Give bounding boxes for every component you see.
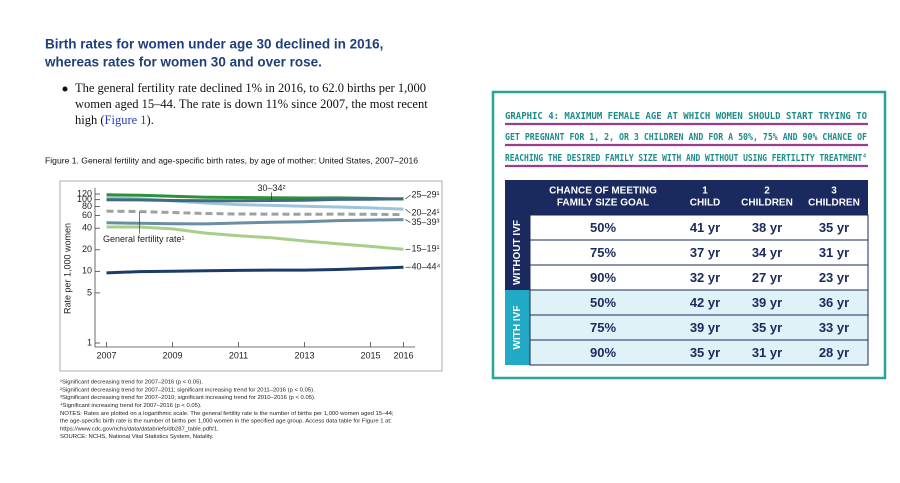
group-cell [505,215,530,290]
table-cell: 50% [590,295,616,310]
table-cell: 42 yr [690,295,720,310]
y-tick-label: 5 [87,287,92,297]
table-cell: 35 yr [690,345,720,360]
table-cell: 39 yr [752,295,782,310]
bullet-text: The general fertility rate declined 1% i… [75,81,426,95]
series-line [106,209,404,217]
table-row [529,214,869,241]
table-row [529,264,869,291]
y-tick-label: 10 [82,266,92,276]
label-leader [405,194,411,200]
graphic-title: GRAPHIC 4: MAXIMUM FEMALE AGE AT WHICH W… [505,111,867,122]
table-row [529,239,869,266]
label-leader [405,219,411,223]
x-tick-label: 2009 [163,350,183,360]
table-row [529,339,869,366]
table-cell: 31 yr [752,345,782,360]
column-header: CHILDREN [741,198,793,209]
x-tick-label: 2016 [393,350,413,360]
bullet-text: women aged 15–44. The rate is down 11% s… [75,97,428,111]
x-tick-label: 2013 [294,350,314,360]
table-cell: 32 yr [690,270,720,285]
table-cell: 35 yr [752,320,782,335]
y-tick-label: 60 [82,210,92,220]
table-row [529,314,869,341]
group-label: WITH IVF [512,306,523,350]
table-cell: 34 yr [752,245,782,260]
footnote: the age-specific birth rate is the numbe… [60,419,392,425]
series-label: 30–34² [257,183,285,193]
series-line [106,225,404,251]
series-line [106,197,404,203]
footnote: ³Significant decreasing trend for 2007–2… [60,395,316,401]
table-cell: 33 yr [819,320,849,335]
footnote: ²Significant decreasing trend for 2007–2… [60,387,315,393]
y-tick-label: 1 [87,337,92,347]
table-cell: 50% [590,220,616,235]
y-tick-label: 80 [82,201,92,211]
table-header [505,180,868,215]
column-header: FAMILY SIZE GOAL [557,198,649,209]
table-cell: 36 yr [819,295,849,310]
y-tick-label: 40 [82,223,92,233]
bullet-text: ). [147,113,154,127]
column-header: CHILDREN [808,198,860,209]
heading: Birth rates for women under age 30 decli… [45,37,383,52]
graphic-title: REACHING THE DESIRED FAMILY SIZE WITH AN… [505,153,867,164]
table-cell: 41 yr [690,220,720,235]
table-cell: 38 yr [752,220,782,235]
y-tick-label: 120 [77,188,92,198]
column-header: CHANCE OF MEETING [549,186,657,197]
table-cell: 35 yr [819,220,849,235]
series-label: 15–19¹ [411,244,439,254]
series-label: 35–39³ [411,217,439,227]
series-label: General fertility rate¹ [103,234,185,244]
column-header: 1 [702,186,708,197]
footnote: ¹Significant decreasing trend for 2007–2… [60,380,203,386]
footnote: ⁴Significant increasing trend for 2007–2… [60,402,202,409]
column-header: 3 [831,186,837,197]
label-leader [405,208,411,214]
group-cell [505,290,530,365]
column-header: CHILD [690,198,721,209]
table-cell: 23 yr [819,270,849,285]
bullet [62,86,68,92]
chart-frame [59,180,443,372]
series-line [106,218,404,226]
series-label: 40–44⁴ [411,262,440,272]
table-cell: 37 yr [690,245,720,260]
source-link: https://www.cdc.gov/nchs/data/databriefs… [60,426,219,432]
x-tick-label: 2015 [360,350,380,360]
table-row [529,289,869,316]
table-cell: 75% [590,320,616,335]
column-header: 2 [764,186,770,197]
table-cell: 75% [590,245,616,260]
y-axis-label: Rate per 1,000 women [62,223,72,314]
table-cell: 28 yr [819,345,849,360]
series-line [106,265,404,275]
heading: whereas rates for women 30 and over rose… [44,55,322,70]
figure-link: Figure 1 [105,113,147,127]
y-tick-label: 100 [77,194,92,204]
table-cell: 31 yr [819,245,849,260]
bullet-text: high (Figure 1). [75,113,154,127]
footnote: NOTES: Rates are plotted on a logarithmi… [60,411,394,417]
x-tick-label: 2007 [97,350,117,360]
x-tick-label: 2011 [229,350,248,360]
bullet-text: high ( [75,113,105,127]
table-cell: 27 yr [752,270,782,285]
table-cell: 90% [590,270,616,285]
graphic-title: GET PREGNANT FOR 1, 2, OR 3 CHILDREN AND… [505,132,867,143]
group-label: WITHOUT IVF [512,220,523,285]
source: SOURCE: NCHS, National Vital Statistics … [60,434,214,440]
series-label: 20–24¹ [411,208,439,218]
table-cell: 39 yr [690,320,720,335]
figure-caption: Figure 1. General fertility and age-spec… [45,155,418,165]
y-tick-label: 20 [82,244,92,254]
series-label: 25–29¹ [411,189,439,199]
table-cell: 90% [590,345,616,360]
